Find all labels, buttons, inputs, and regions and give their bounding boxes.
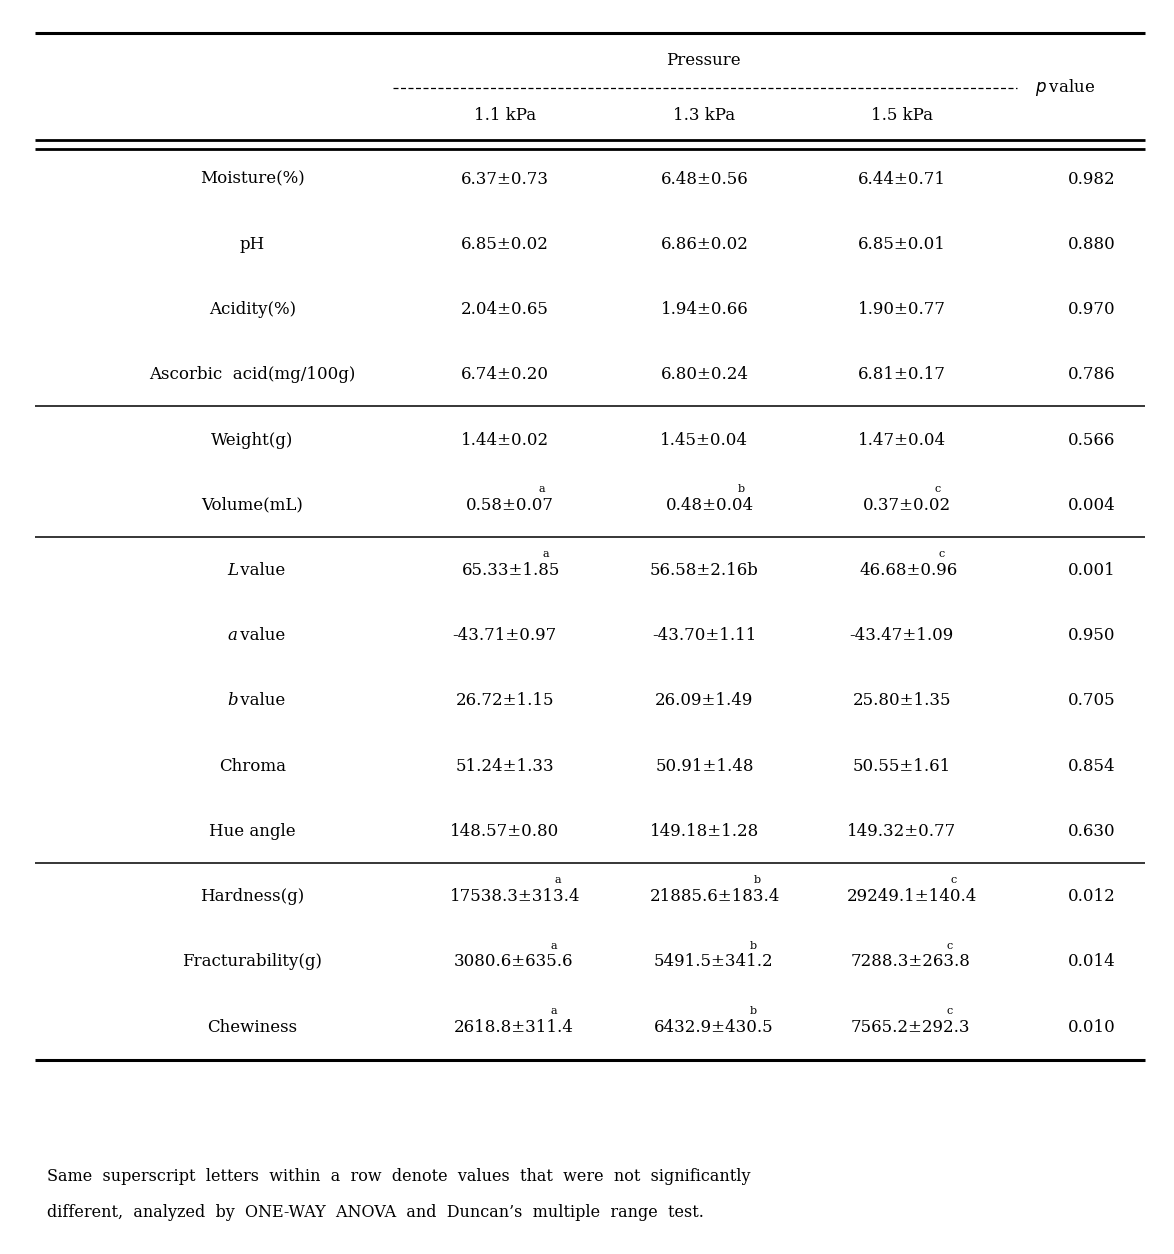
Text: a: a bbox=[228, 627, 237, 645]
Text: 149.32±0.77: 149.32±0.77 bbox=[846, 823, 957, 840]
Text: 0.880: 0.880 bbox=[1068, 236, 1115, 253]
Text: Moisture(%): Moisture(%) bbox=[200, 171, 305, 188]
Text: Ascorbic  acid(mg/100g): Ascorbic acid(mg/100g) bbox=[149, 366, 356, 384]
Text: c: c bbox=[951, 875, 957, 885]
Text: 5491.5±341.2: 5491.5±341.2 bbox=[654, 953, 774, 971]
Text: 0.854: 0.854 bbox=[1068, 757, 1115, 775]
Text: 6.81±0.17: 6.81±0.17 bbox=[858, 366, 945, 384]
Text: a: a bbox=[551, 940, 556, 951]
Text: 1.94±0.66: 1.94±0.66 bbox=[661, 301, 748, 319]
Text: 6.74±0.20: 6.74±0.20 bbox=[461, 366, 548, 384]
Text: b: b bbox=[754, 875, 761, 885]
Text: 6.44±0.71: 6.44±0.71 bbox=[858, 171, 945, 188]
Text: Hardness(g): Hardness(g) bbox=[201, 888, 304, 905]
Text: a: a bbox=[538, 484, 545, 494]
Text: 65.33±1.85: 65.33±1.85 bbox=[463, 562, 561, 579]
Text: 0.48±0.04: 0.48±0.04 bbox=[666, 497, 754, 514]
Text: 2.04±0.65: 2.04±0.65 bbox=[461, 301, 548, 319]
Text: $p$ value: $p$ value bbox=[1035, 78, 1095, 98]
Text: 1.90±0.77: 1.90±0.77 bbox=[858, 301, 945, 319]
Text: 50.91±1.48: 50.91±1.48 bbox=[655, 757, 754, 775]
Text: 149.18±1.28: 149.18±1.28 bbox=[649, 823, 760, 840]
Text: b: b bbox=[228, 692, 238, 710]
Text: 0.37±0.02: 0.37±0.02 bbox=[863, 497, 951, 514]
Text: Volume(mL): Volume(mL) bbox=[202, 497, 303, 514]
Text: 21885.6±183.4: 21885.6±183.4 bbox=[650, 888, 781, 905]
Text: 3080.6±635.6: 3080.6±635.6 bbox=[454, 953, 574, 971]
Text: 6.85±0.01: 6.85±0.01 bbox=[858, 236, 945, 253]
Text: c: c bbox=[939, 549, 945, 559]
Text: a: a bbox=[551, 1006, 556, 1016]
Text: different,  analyzed  by  ONE-WAY  ANOVA  and  Duncan’s  multiple  range  test.: different, analyzed by ONE-WAY ANOVA and… bbox=[47, 1204, 704, 1221]
Text: c: c bbox=[947, 940, 953, 951]
Text: -43.47±1.09: -43.47±1.09 bbox=[850, 627, 953, 645]
Text: value: value bbox=[235, 562, 285, 579]
Text: Chewiness: Chewiness bbox=[208, 1018, 297, 1036]
Text: 7565.2±292.3: 7565.2±292.3 bbox=[851, 1018, 971, 1036]
Text: 0.012: 0.012 bbox=[1068, 888, 1115, 905]
Text: 29249.1±140.4: 29249.1±140.4 bbox=[848, 888, 978, 905]
Text: 7288.3±263.8: 7288.3±263.8 bbox=[851, 953, 971, 971]
Text: -43.70±1.11: -43.70±1.11 bbox=[653, 627, 756, 645]
Text: b: b bbox=[750, 1006, 757, 1016]
Text: 6.86±0.02: 6.86±0.02 bbox=[661, 236, 748, 253]
Text: 0.004: 0.004 bbox=[1068, 497, 1115, 514]
Text: 46.68±0.96: 46.68±0.96 bbox=[859, 562, 957, 579]
Text: 26.09±1.49: 26.09±1.49 bbox=[655, 692, 754, 710]
Text: Acidity(%): Acidity(%) bbox=[209, 301, 296, 319]
Text: 56.58±2.16b: 56.58±2.16b bbox=[650, 562, 758, 579]
Text: pH: pH bbox=[239, 236, 265, 253]
Text: 6.37±0.73: 6.37±0.73 bbox=[461, 171, 548, 188]
Text: Fracturability(g): Fracturability(g) bbox=[182, 953, 323, 971]
Text: value: value bbox=[235, 627, 285, 645]
Text: a: a bbox=[554, 875, 561, 885]
Text: 0.001: 0.001 bbox=[1068, 562, 1115, 579]
Text: 50.55±1.61: 50.55±1.61 bbox=[852, 757, 951, 775]
Text: 0.58±0.07: 0.58±0.07 bbox=[466, 497, 554, 514]
Text: c: c bbox=[947, 1006, 953, 1016]
Text: 2618.8±311.4: 2618.8±311.4 bbox=[454, 1018, 574, 1036]
Text: 0.705: 0.705 bbox=[1068, 692, 1115, 710]
Text: 0.982: 0.982 bbox=[1068, 171, 1115, 188]
Text: 0.566: 0.566 bbox=[1068, 431, 1115, 449]
Text: 0.010: 0.010 bbox=[1068, 1018, 1115, 1036]
Text: 0.786: 0.786 bbox=[1068, 366, 1115, 384]
Text: 1.5 kPa: 1.5 kPa bbox=[871, 107, 932, 124]
Text: 1.45±0.04: 1.45±0.04 bbox=[661, 431, 748, 449]
Text: b: b bbox=[737, 484, 744, 494]
Text: a: a bbox=[542, 549, 548, 559]
Text: Chroma: Chroma bbox=[218, 757, 286, 775]
Text: 6432.9±430.5: 6432.9±430.5 bbox=[654, 1018, 774, 1036]
Text: 17538.3±313.4: 17538.3±313.4 bbox=[451, 888, 581, 905]
Text: 25.80±1.35: 25.80±1.35 bbox=[852, 692, 951, 710]
Text: 6.80±0.24: 6.80±0.24 bbox=[661, 366, 748, 384]
Text: -43.71±0.97: -43.71±0.97 bbox=[453, 627, 556, 645]
Text: 1.3 kPa: 1.3 kPa bbox=[674, 107, 735, 124]
Text: value: value bbox=[235, 692, 285, 710]
Text: 1.1 kPa: 1.1 kPa bbox=[474, 107, 535, 124]
Text: L: L bbox=[228, 562, 238, 579]
Text: Weight(g): Weight(g) bbox=[211, 431, 294, 449]
Text: 6.85±0.02: 6.85±0.02 bbox=[461, 236, 548, 253]
Text: 51.24±1.33: 51.24±1.33 bbox=[456, 757, 554, 775]
Text: 0.630: 0.630 bbox=[1068, 823, 1115, 840]
Text: 26.72±1.15: 26.72±1.15 bbox=[456, 692, 554, 710]
Text: 0.950: 0.950 bbox=[1068, 627, 1115, 645]
Text: 1.44±0.02: 1.44±0.02 bbox=[460, 431, 549, 449]
Text: 1.47±0.04: 1.47±0.04 bbox=[857, 431, 946, 449]
Text: Same  superscript  letters  within  a  row  denote  values  that  were  not  sig: Same superscript letters within a row de… bbox=[47, 1167, 750, 1185]
Text: b: b bbox=[750, 940, 757, 951]
Text: 148.57±0.80: 148.57±0.80 bbox=[450, 823, 560, 840]
Text: 6.48±0.56: 6.48±0.56 bbox=[661, 171, 748, 188]
Text: Hue angle: Hue angle bbox=[209, 823, 296, 840]
Text: Pressure: Pressure bbox=[666, 51, 741, 69]
Text: c: c bbox=[935, 484, 942, 494]
Text: 0.970: 0.970 bbox=[1068, 301, 1115, 319]
Text: 0.014: 0.014 bbox=[1068, 953, 1115, 971]
